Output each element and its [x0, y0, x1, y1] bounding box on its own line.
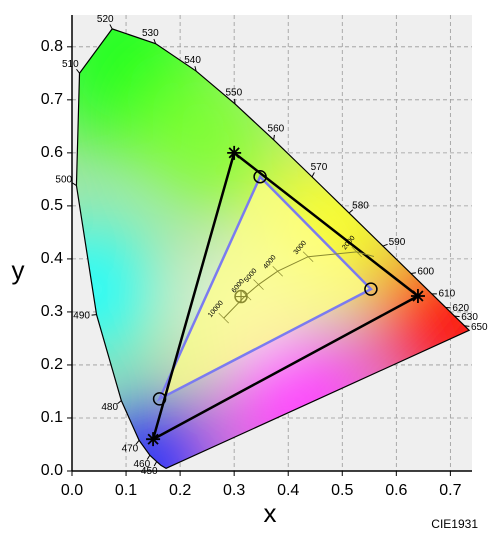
wavelength-label: 620 [452, 303, 469, 314]
wavelength-label: 580 [352, 201, 369, 212]
isotherm [272, 265, 283, 277]
primary-marker [410, 289, 425, 304]
gamut-triangle [156, 174, 373, 402]
isotherm [253, 279, 264, 290]
y-tick-label: 0.4 [41, 250, 63, 267]
wavelength-label: 550 [225, 88, 242, 99]
wavelength-tick [153, 461, 158, 467]
wavelength-label: 650 [471, 322, 488, 333]
footer: CIE1931 [431, 517, 478, 531]
wavelength-label: 570 [311, 162, 328, 173]
wavelength-label: 480 [101, 402, 118, 413]
wavelength-tick [146, 454, 151, 460]
y-tick-label: 0.8 [41, 38, 63, 55]
wavelength-tick [76, 68, 80, 74]
wavelength-tick [382, 243, 388, 247]
wavelength-label: 520 [97, 14, 114, 25]
wavelength-label: 610 [439, 288, 456, 299]
x-tick-label: 0.3 [223, 482, 245, 499]
wavelength-label: 510 [62, 59, 79, 70]
data-layer: 4504604704804905005105205305405505605705… [55, 14, 488, 477]
x-tick-label: 0.1 [115, 482, 137, 499]
wavelength-label: 460 [133, 459, 150, 470]
wavelength-tick [91, 314, 97, 316]
isotherm [302, 251, 314, 262]
x-axis-label: x [264, 498, 277, 528]
wavelength-tick [273, 134, 275, 140]
primary-marker [146, 432, 161, 447]
gamut-triangle [151, 150, 421, 442]
wavelength-label: 470 [122, 444, 139, 455]
x-tick-label: 0.0 [61, 482, 83, 499]
wavelength-tick [109, 24, 113, 30]
wavelength-tick [71, 182, 77, 186]
wavelength-tick [135, 440, 140, 445]
y-tick-label: 0.6 [41, 144, 63, 161]
isotherm [351, 246, 362, 258]
wavelength-label: 540 [184, 55, 201, 66]
wavelength-tick [153, 38, 157, 44]
wavelength-tick [410, 272, 416, 274]
wavelength-tick [311, 172, 315, 178]
x-tick-label: 0.7 [439, 482, 461, 499]
x-tick-label: 0.2 [169, 482, 191, 499]
isotherm [218, 312, 229, 324]
wavelength-label: 500 [55, 174, 72, 185]
y-tick-label: 0.7 [41, 91, 63, 108]
wavelength-label: 560 [268, 124, 285, 135]
primary-marker [227, 145, 242, 160]
x-tick-label: 0.6 [385, 482, 407, 499]
x-tick-label: 0.4 [277, 482, 299, 499]
x-tick-label: 0.5 [331, 482, 353, 499]
wavelength-label: 630 [461, 312, 478, 323]
y-tick-label: 0.2 [41, 356, 63, 373]
wavelength-label: 600 [417, 267, 434, 278]
wavelength-tick [348, 209, 354, 214]
wavelength-tick [464, 325, 470, 327]
primary-marker [364, 282, 378, 296]
y-tick-label: 0.0 [41, 462, 63, 479]
wavelength-label: 590 [389, 237, 406, 248]
wavelength-tick [117, 400, 122, 405]
wavelength-label: 530 [142, 28, 159, 39]
wavelength-tick [194, 66, 197, 72]
spectral-locus [75, 28, 471, 470]
y-tick-label: 0.5 [41, 197, 63, 214]
y-axis-label: y [12, 255, 25, 285]
y-tick-label: 0.3 [41, 303, 63, 320]
y-tick-label: 0.1 [41, 409, 63, 426]
white-point-cross [235, 290, 248, 303]
wavelength-label: 490 [73, 311, 90, 322]
